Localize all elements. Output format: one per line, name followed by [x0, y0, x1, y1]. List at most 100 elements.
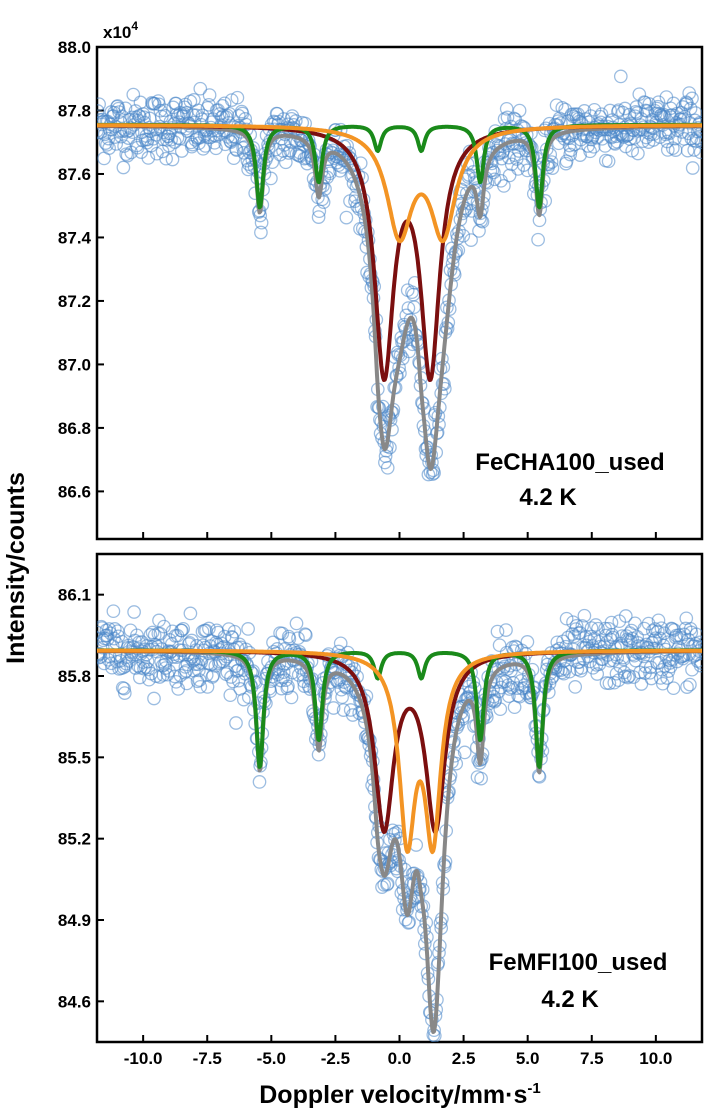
fit-doublet-orange-curve: [97, 123, 702, 244]
annotation-sample-bottom: FeMFI100_used: [489, 949, 668, 976]
data-point: [289, 616, 304, 631]
data-point: [209, 141, 223, 156]
data-point: [193, 81, 208, 96]
data-point: [385, 422, 399, 437]
data-point: [176, 621, 191, 636]
data-point: [694, 656, 702, 670]
x-tick-label: 10.0: [639, 1049, 672, 1068]
data-point: [278, 155, 293, 170]
data-point: [157, 103, 172, 118]
data-point: [241, 622, 255, 636]
data-point: [651, 95, 666, 110]
y-tick-label: 84.6: [58, 992, 91, 1011]
y-tick-label: 86.6: [58, 482, 91, 501]
data-point: [498, 137, 513, 151]
data-point: [380, 876, 395, 891]
data-point: [159, 151, 173, 166]
data-point: [555, 101, 570, 115]
data-point: [405, 285, 419, 300]
data-point: [541, 685, 556, 700]
data-point: [690, 131, 702, 145]
data-point: [636, 134, 650, 149]
data-point: [100, 137, 114, 152]
data-point: [298, 628, 313, 642]
data-point: [275, 626, 290, 641]
y-multiplier: x104: [103, 19, 138, 42]
data-point: [171, 682, 186, 696]
data-point: [598, 628, 613, 643]
data-point: [646, 133, 661, 147]
data-point: [487, 172, 502, 187]
data-point: [115, 109, 129, 124]
data-point: [426, 1045, 438, 1057]
x-tick-label: 2.5: [452, 1049, 476, 1068]
data-point: [451, 243, 466, 258]
data-point: [583, 629, 598, 644]
data-point: [586, 139, 601, 154]
data-point: [202, 88, 217, 102]
annotation-temperature-bottom: 4.2 K: [541, 986, 599, 1013]
data-point: [274, 681, 289, 696]
data-point: [650, 624, 665, 639]
x-tick-label: -10.0: [124, 1049, 163, 1068]
data-point: [291, 631, 305, 646]
data-point: [680, 680, 694, 694]
data-point: [208, 659, 223, 673]
data-point: [331, 644, 346, 659]
annotation-sample-top: FeCHA100_used: [475, 449, 664, 476]
x-tick-label: -2.5: [321, 1049, 350, 1068]
x-tick-label: 7.5: [580, 1049, 604, 1068]
data-point: [499, 623, 513, 637]
data-point: [276, 665, 291, 680]
data-point: [602, 676, 617, 691]
data-point: [693, 658, 702, 673]
data-point: [254, 215, 269, 230]
y-tick-label: 86.8: [58, 419, 91, 438]
data-point: [512, 103, 527, 118]
data-point: [116, 160, 131, 175]
data-point: [649, 641, 664, 656]
data-point: [230, 90, 245, 105]
data-point: [574, 661, 589, 675]
data-point: [490, 624, 505, 639]
data-point: [588, 618, 603, 632]
data-point: [497, 179, 511, 193]
data-point: [146, 131, 161, 146]
data-point: [229, 143, 244, 157]
data-point: [184, 633, 199, 648]
data-point: [683, 677, 697, 692]
annotation-temperature-top: 4.2 K: [519, 484, 577, 511]
fit-total-curve: [97, 124, 702, 471]
data-point: [566, 615, 580, 630]
data-point: [447, 267, 462, 282]
data-point: [127, 605, 141, 619]
data-point: [97, 97, 106, 112]
data-point: [193, 679, 208, 694]
data-point: [179, 676, 194, 691]
data-point: [158, 661, 173, 675]
data-point: [569, 618, 584, 633]
data-point: [520, 635, 535, 649]
data-point: [437, 377, 451, 391]
x-tick-label: -5.0: [257, 1049, 286, 1068]
plot-area: [97, 604, 702, 1071]
data-point: [345, 708, 360, 722]
data-point: [192, 673, 207, 687]
data-point: [191, 103, 206, 118]
data-point: [502, 168, 517, 183]
data-point: [252, 775, 267, 789]
data-point: [693, 145, 702, 160]
data-point: [474, 771, 488, 786]
data-point: [622, 107, 637, 122]
data-point: [284, 690, 299, 705]
data-point: [174, 623, 189, 638]
data-point: [628, 616, 642, 631]
data-point: [425, 1059, 437, 1071]
x-axis: -10.0 -7.5 -5.0 -2.5 0.0 2.5 5.0 7.5 10.0: [124, 1049, 673, 1068]
data-point: [502, 689, 516, 704]
data-point: [224, 93, 239, 107]
data-point: [427, 466, 441, 480]
data-point: [500, 110, 515, 125]
data-point: [137, 661, 151, 676]
data-point: [202, 621, 216, 636]
